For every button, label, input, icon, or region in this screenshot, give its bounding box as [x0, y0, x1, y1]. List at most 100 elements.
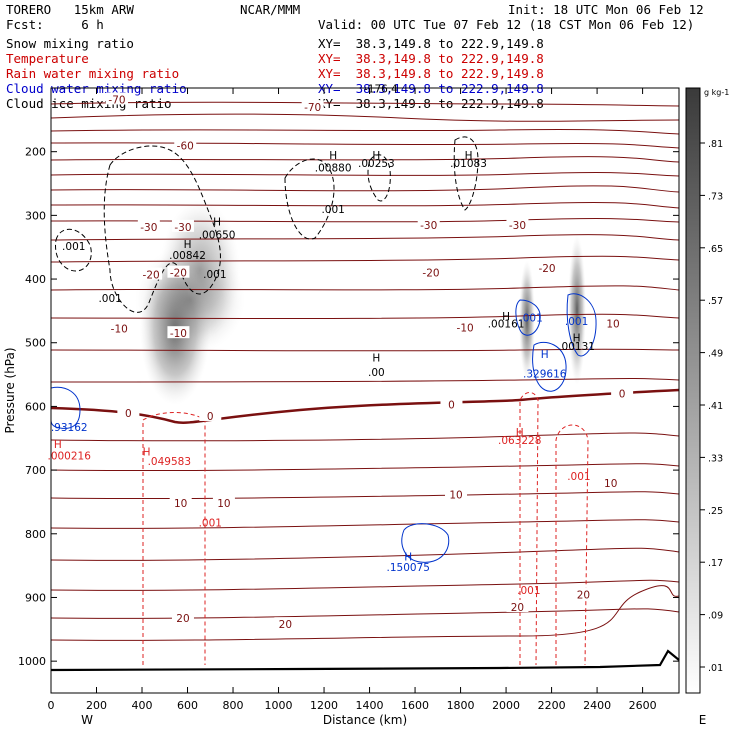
x-tick-label: 1400 [356, 699, 384, 712]
contour-annotation: .001 [62, 241, 85, 253]
contour-annotation: H [213, 217, 221, 229]
isotherm-label: -20 [143, 270, 160, 282]
isotherm-label: 10 [604, 478, 617, 490]
contour-annotation: H [54, 439, 62, 451]
colorbar-label: .09 [708, 611, 723, 622]
x-tick-label: 800 [223, 699, 244, 712]
x-tick-label: 600 [177, 699, 198, 712]
isotherm-label: -30 [174, 222, 191, 234]
y-axis-label: Pressure (hPa) [3, 347, 17, 433]
field-name-rain: Rain water mixing ratio [6, 66, 180, 81]
contour-annotation: .329616 [523, 368, 567, 380]
isotherm-label: -20 [422, 268, 439, 280]
isotherm-label-bg [169, 496, 192, 509]
title-valid: Valid: 00 UTC Tue 07 Feb 12 (18 CST Mon … [318, 17, 695, 32]
isotherm-label-bg [167, 326, 190, 339]
isotherm-label-bg [274, 617, 297, 630]
y-tick-label: 800 [25, 528, 46, 541]
isotherm-label: 0 [125, 408, 132, 420]
colorbar-label: .01 [708, 663, 723, 674]
isotherm-label: 20 [577, 589, 590, 601]
plot-frame [50, 87, 680, 694]
y-tick-label: 700 [25, 464, 46, 477]
contour-annotation: .001 [199, 517, 222, 529]
colorbar-label: .17 [708, 558, 723, 569]
isotherm-label: -20 [538, 263, 555, 275]
temperature-isotherms [51, 101, 679, 641]
isotherm-label-bg [171, 610, 194, 623]
field-xy-snow: XY= 38.3,149.8 to 222.9,149.8 [318, 36, 544, 51]
colorbar-gradient [685, 87, 701, 694]
isotherm-label: -30 [140, 222, 157, 234]
isotherm-label-bg [174, 138, 197, 151]
contour-annotation: H [502, 311, 510, 323]
contour-annotation: .001 [203, 269, 226, 281]
isotherm-label: -60 [177, 140, 194, 152]
contour-annotation: .93162 [51, 422, 88, 434]
colorbar-label: .33 [708, 453, 723, 464]
isotherm-label: -10 [457, 322, 474, 334]
y-tick-label: 400 [25, 273, 46, 286]
y-tick-label: 500 [25, 337, 46, 350]
snow-blob-east-2 [568, 235, 586, 385]
isotherm-label-bg [108, 321, 131, 334]
contour-annotation: .00842 [169, 250, 206, 262]
y-tick-label: 200 [25, 146, 46, 159]
x-tick-label: 2600 [629, 699, 657, 712]
isotherm-label-bg [212, 496, 235, 509]
y-tick-label: 1000 [18, 655, 46, 668]
title-center: NCAR/MMM [240, 2, 301, 17]
title-fcst: Fcst: 6 h [6, 17, 104, 32]
isotherm-label-bg [167, 265, 190, 278]
isotherm-label-bg [611, 386, 634, 399]
isotherm-label-bg [454, 320, 477, 333]
east-label: E [699, 713, 707, 727]
contour-annotation: .000216 [47, 450, 91, 462]
x-tick-label: 1000 [265, 699, 293, 712]
contour-annotation: .00131 [558, 341, 595, 353]
contour-annotation: .00253 [358, 158, 395, 170]
x-tick-label: 2200 [538, 699, 566, 712]
contour-annotation: .00650 [199, 229, 236, 241]
colorbar-label: .41 [708, 401, 723, 412]
x-axis-label: Distance (km) [323, 713, 407, 727]
y-tick-label: 900 [25, 591, 46, 604]
isotherm-label-bg [572, 587, 595, 600]
terrain-line [50, 649, 680, 672]
colorbar [685, 87, 701, 694]
contour-annotation: H [184, 239, 192, 251]
contour-annotation: .00 [368, 367, 385, 379]
isotherm-label-bg [417, 217, 440, 230]
cloud-water-contours [51, 293, 597, 563]
isotherm-label: 10 [449, 489, 462, 501]
contour-annotation: .001 [98, 293, 121, 305]
isotherm-label-bg [419, 265, 442, 278]
field-name-snow: Snow mixing ratio [6, 36, 134, 51]
isotherm-label: 0 [448, 400, 455, 412]
field-name-cloud-ice: Cloud ice mixing ratio [6, 96, 172, 111]
isotherm-label-bg [599, 475, 622, 488]
isotherm-label: 10 [217, 498, 230, 510]
isotherm-label: -70 [304, 102, 321, 114]
isotherm-label-bg [536, 261, 559, 274]
isotherm-label: -70 [108, 94, 125, 106]
isotherm-label: 10 [174, 498, 187, 510]
x-tick-label: 2000 [492, 699, 520, 712]
west-label: W [81, 713, 93, 727]
title-model: TORERO 15km ARW [6, 2, 134, 17]
isotherm-label-bg [105, 92, 128, 105]
isotherm-label-bg [301, 100, 324, 113]
contour-annotation: H [404, 552, 412, 564]
colorbar-label: .25 [708, 506, 723, 517]
snow-contours [55, 136, 479, 313]
colorbar-label: .49 [708, 349, 723, 360]
contour-annotation: -176.4 [364, 84, 398, 96]
contour-annotation: H [573, 333, 581, 345]
title-init: Init: 18 UTC Mon 06 Feb 12 [508, 2, 704, 17]
isotherm-label: 0 [207, 411, 214, 423]
colorbar-label: .73 [708, 191, 723, 202]
contour-annotation: H [465, 150, 473, 162]
isotherm-label: -10 [111, 324, 128, 336]
isotherm-zero [51, 388, 679, 424]
x-tick-label: 400 [132, 699, 153, 712]
